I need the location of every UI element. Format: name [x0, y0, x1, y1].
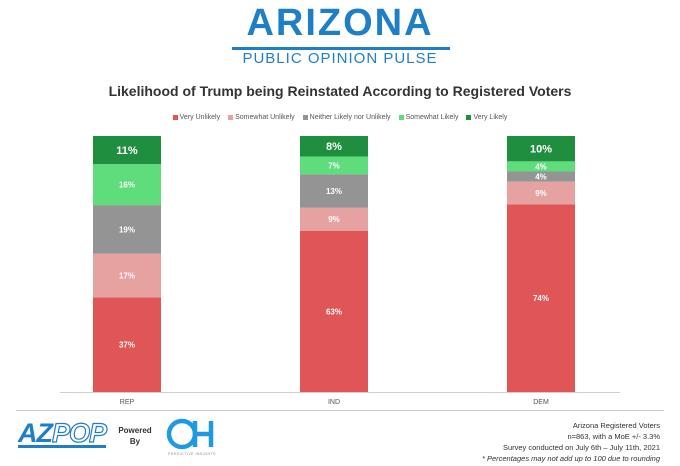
data-label: 74%: [533, 294, 549, 303]
chart-title: Likelihood of Trump being Reinstated Acc…: [108, 83, 572, 99]
bar-segment: [300, 230, 368, 392]
x-tick-label: IND: [328, 399, 340, 406]
data-label: 63%: [326, 307, 342, 316]
bar-segment: [93, 164, 161, 206]
bar-segment: [93, 136, 161, 165]
legend-item: Very Unlikely: [172, 114, 221, 121]
x-tick-label: REP: [120, 399, 135, 406]
logo-az-text: AZ: [18, 418, 53, 448]
x-tick-label: DEM: [533, 399, 549, 406]
data-label: 11%: [116, 145, 138, 157]
legend-label: Somewhat Likely: [405, 114, 459, 121]
bar-segment: [507, 136, 575, 162]
data-label: 4%: [535, 162, 547, 171]
legend-item: Somewhat Likely: [398, 114, 459, 121]
bar-segment: [507, 181, 575, 205]
data-label: 16%: [119, 181, 135, 190]
bar-segment: [507, 204, 575, 392]
data-label: 17%: [119, 272, 135, 281]
legend-swatch: [398, 115, 404, 120]
bar-segment: [300, 174, 368, 208]
data-label: 10%: [530, 144, 552, 156]
bar-segment: [300, 136, 368, 157]
oh-predictive-insights-logo: OH: [166, 418, 214, 450]
bar-segment: [507, 161, 575, 172]
data-label: 37%: [119, 341, 135, 350]
bar-segment: [300, 156, 368, 175]
data-label: 9%: [535, 189, 547, 198]
legend-swatch: [302, 115, 308, 120]
survey-notes: Arizona Registered Voters n=863, with a M…: [482, 420, 660, 464]
title-underline: [232, 47, 450, 50]
bar-segment: [93, 253, 161, 298]
survey-note-line: n=863, with a MoE +/- 3.3%: [567, 432, 660, 441]
report-subtitle: PUBLIC OPINION PULSE: [242, 50, 438, 67]
survey-note-line: Survey conducted on July 6th – July 11th…: [502, 443, 660, 452]
data-label: 8%: [326, 141, 342, 153]
bar-segment: [507, 171, 575, 182]
legend-item: Neither Likely nor Unlikely: [302, 114, 391, 121]
powered-by-label: Powered By: [118, 426, 152, 446]
legend-swatch: [228, 115, 234, 120]
data-label: 7%: [328, 161, 340, 170]
legend-swatch: [172, 115, 178, 120]
legend-label: Very Unlikely: [179, 114, 221, 121]
data-label: 4%: [535, 173, 547, 182]
oh-logo-caption: PREDICTIVE INSIGHTS: [167, 452, 216, 456]
logo-pop-text: POP: [51, 417, 107, 448]
legend-swatch: [466, 115, 472, 120]
bar-segment: [93, 205, 161, 254]
bar-segment: [93, 297, 161, 392]
data-label: 13%: [326, 187, 342, 196]
legend-item: Very Likely: [466, 114, 507, 121]
bar-segment: [300, 207, 368, 231]
data-label: 9%: [328, 215, 340, 224]
survey-note-line: * Percentages may not add up to 100 due …: [481, 454, 660, 463]
data-label: 19%: [119, 225, 135, 234]
legend-label: Very Likely: [473, 114, 508, 121]
azpop-logo: AZPOP: [18, 417, 108, 449]
legend-label: Neither Likely nor Unlikely: [309, 114, 391, 121]
legend-item: Somewhat Unlikely: [228, 114, 295, 121]
azpop-logo-underline: [18, 445, 106, 448]
report-title: ARIZONA: [246, 2, 434, 44]
survey-note-line: Arizona Registered Voters: [572, 421, 660, 430]
chart-legend: Very Unlikely Somewhat Unlikely Neither Li…: [0, 114, 680, 121]
legend-label: Somewhat Unlikely: [235, 114, 295, 121]
footer-divider: [16, 410, 664, 411]
